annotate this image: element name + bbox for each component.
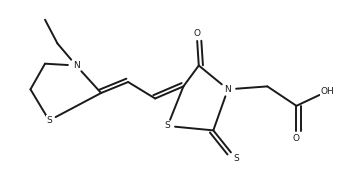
Text: S: S <box>165 121 171 131</box>
Text: O: O <box>193 29 200 38</box>
Text: O: O <box>293 134 300 143</box>
Text: S: S <box>233 154 239 163</box>
Text: N: N <box>225 85 231 94</box>
Text: S: S <box>46 116 52 125</box>
Text: OH: OH <box>321 87 335 96</box>
Text: N: N <box>73 61 79 70</box>
